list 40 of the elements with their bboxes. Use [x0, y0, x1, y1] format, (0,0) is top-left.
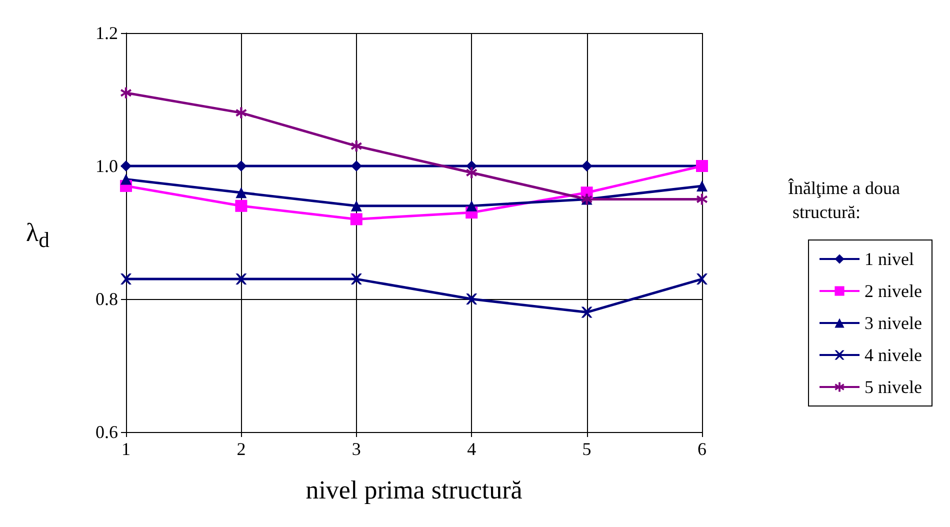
x-axis-title: nivel prima structură: [306, 476, 523, 504]
x-tick-label: 3: [352, 439, 361, 459]
legend-label: 4 nivele: [864, 345, 922, 365]
point: [581, 306, 592, 318]
point: [696, 274, 708, 285]
y-axis-title: λ$_{d}$: [26, 218, 50, 252]
legend-label: 3 nivele: [864, 313, 922, 333]
x-tick-label: 2: [236, 439, 246, 459]
x-tick-label: 4: [467, 439, 476, 459]
point: [236, 187, 247, 198]
point: [466, 294, 478, 304]
x-tick-label: 5: [582, 439, 592, 459]
point: [120, 174, 132, 185]
x-tick-label: 6: [698, 439, 706, 459]
point: [120, 87, 132, 98]
legend-label: 1 nivel: [864, 249, 914, 269]
point: [350, 160, 362, 172]
point: [120, 160, 132, 172]
point: [350, 140, 362, 152]
point: [696, 180, 708, 192]
point: [466, 167, 478, 178]
point: [581, 160, 592, 172]
point: [120, 274, 132, 285]
point: [696, 194, 708, 205]
y-tick-label: 1.2: [96, 23, 118, 43]
point: [466, 200, 478, 212]
point: [350, 274, 362, 285]
point: [350, 213, 362, 226]
point: [236, 274, 247, 285]
point: [236, 107, 247, 118]
point: [236, 160, 247, 172]
y-tick-label: 0.6: [96, 422, 118, 442]
legend-label: 2 nivele: [864, 281, 922, 301]
legend-title: Înălţime a doua structură:: [788, 178, 900, 222]
point: [235, 200, 248, 212]
legend-label: 5 nivele: [864, 377, 922, 397]
x-tick-label: 1: [122, 439, 130, 459]
point: [350, 200, 362, 212]
y-tick-label: 0.8: [96, 289, 118, 309]
y-tick-label: 1.0: [96, 156, 118, 176]
